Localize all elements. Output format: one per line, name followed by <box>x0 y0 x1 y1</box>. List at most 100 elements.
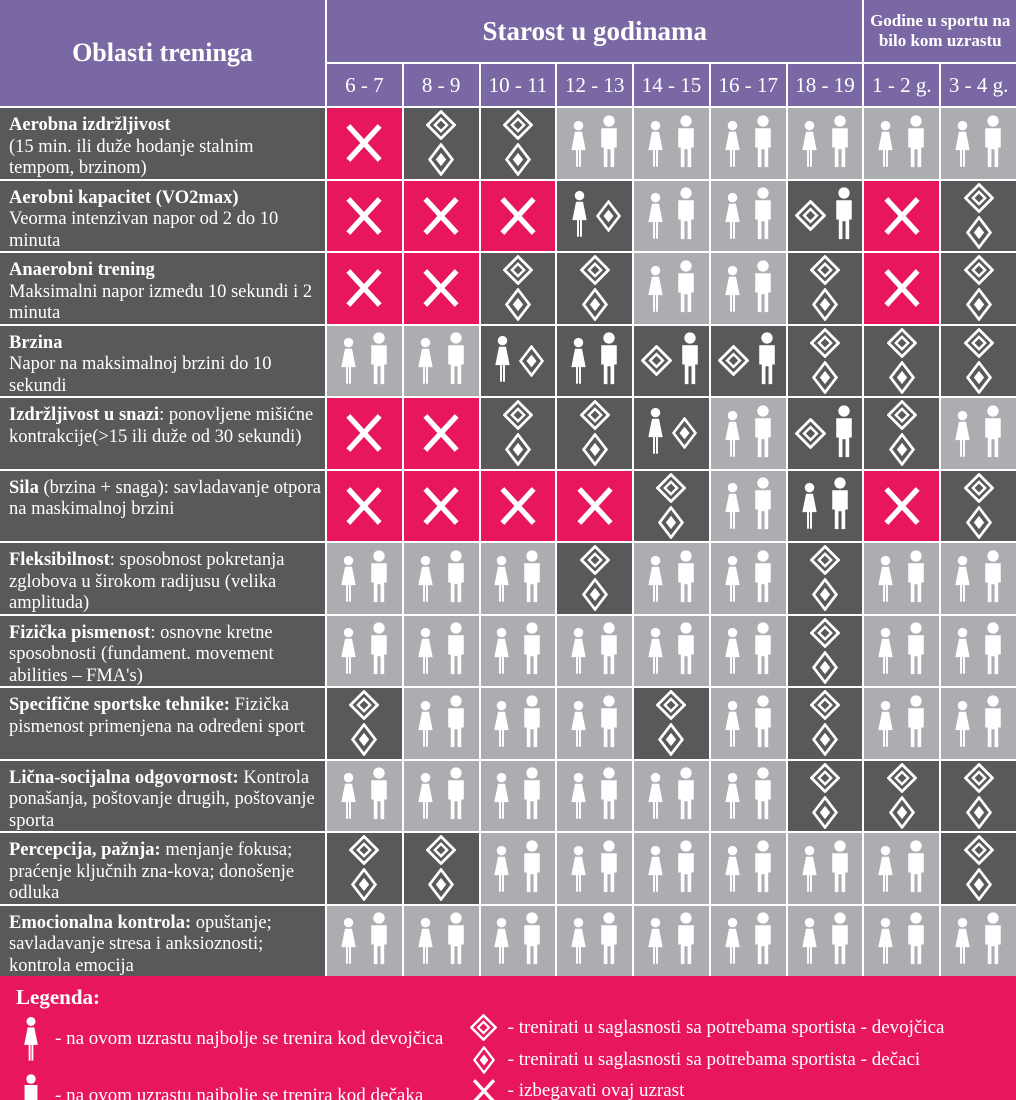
legend-item-text: - izbegavati ovaj uzrast <box>507 1080 685 1100</box>
girl-diamond-icon <box>810 545 841 576</box>
x-icon <box>422 486 460 525</box>
male-icon <box>674 550 698 603</box>
matrix-cell <box>557 398 633 469</box>
matrix-cell <box>710 108 786 179</box>
x-icon <box>883 486 921 525</box>
matrix-cell <box>864 833 940 904</box>
female-icon <box>645 845 666 893</box>
female-icon <box>645 555 666 603</box>
boy-diamond-icon <box>351 868 378 902</box>
x-icon <box>499 486 537 525</box>
matrix-cell <box>327 398 402 469</box>
male-icon <box>751 695 775 748</box>
male-icon <box>904 550 928 603</box>
matrix-cell <box>557 905 633 976</box>
female-icon <box>415 627 436 675</box>
male-icon <box>981 405 1005 458</box>
matrix-cell <box>634 108 709 179</box>
girl-diamond-icon <box>794 200 826 232</box>
x-icon <box>883 196 921 235</box>
matrix-cell <box>557 688 633 759</box>
female-icon <box>799 845 820 893</box>
matrix-cell <box>941 108 1016 179</box>
female-icon <box>645 265 666 313</box>
matrix-cell <box>634 760 709 831</box>
row-title: Aerobni kapacitet (VO2max) <box>9 187 239 208</box>
male-icon <box>751 840 775 893</box>
row-title: Lična-socijalna odgovornost: <box>9 767 239 788</box>
matrix-cell <box>787 398 863 469</box>
female-icon <box>799 120 820 168</box>
matrix-cell <box>327 470 402 541</box>
row-title: Percepcija, pažnja: <box>9 840 161 860</box>
row-title: Emocionalna kontrola: <box>9 912 192 933</box>
female-icon <box>568 845 589 893</box>
legend-item: - na ovom uzrastu najbolje se trenira ko… <box>16 1016 469 1062</box>
girl-diamond-icon <box>656 690 687 721</box>
row-label: Brzina Napor na maksimalnoj brzini do 10 … <box>0 325 325 396</box>
boy-diamond-icon <box>595 199 621 232</box>
matrix-cell <box>480 253 556 324</box>
row-description: Napor na maksimalnoj brzini do 10 sekund… <box>9 354 272 396</box>
female-icon <box>875 120 896 168</box>
female-icon <box>875 845 896 893</box>
matrix-cell <box>403 688 479 759</box>
boy-diamond-icon <box>428 143 455 177</box>
row-label: Percepcija, pažnja: menjanje fokusa; pra… <box>0 833 325 904</box>
male-icon <box>520 767 544 820</box>
girl-diamond-icon <box>810 327 841 358</box>
male-icon <box>597 767 621 820</box>
boy-diamond-icon <box>965 505 992 539</box>
girl-diamond-icon <box>963 182 994 213</box>
matrix-cell <box>941 688 1016 759</box>
matrix-cell <box>941 905 1016 976</box>
female-icon <box>952 555 973 603</box>
male-icon <box>674 767 698 820</box>
x-icon <box>883 269 921 308</box>
matrix-cell <box>634 615 709 686</box>
age-column-header: 10 - 11 <box>480 64 556 106</box>
row-description: menjanje fokusa; praćenje ključnih zna-k… <box>9 840 295 904</box>
row-title: Anaerobni trening <box>9 260 155 280</box>
matrix-cell <box>710 905 786 976</box>
male-icon <box>674 187 698 240</box>
boy-diamond-icon <box>428 868 455 902</box>
row-title: Fleksibilnost <box>9 550 110 570</box>
boy-diamond-icon <box>504 433 531 467</box>
matrix-cell <box>864 253 940 324</box>
matrix-cell <box>403 615 479 686</box>
male-icon <box>520 840 544 893</box>
row-label: Aerobni kapacitet (VO2max) Veorma intenzi… <box>0 180 325 251</box>
female-icon <box>722 845 743 893</box>
male-icon <box>828 912 852 965</box>
female-icon <box>952 627 973 675</box>
row-title: Sila <box>9 477 39 498</box>
matrix-cell <box>941 615 1016 686</box>
x-icon <box>469 1079 499 1100</box>
girl-diamond-icon <box>349 835 380 866</box>
male-icon <box>597 695 621 748</box>
female-icon <box>875 555 896 603</box>
matrix-cell <box>403 108 479 179</box>
matrix-cell <box>864 543 940 614</box>
matrix-cell <box>557 470 633 541</box>
matrix-cell <box>941 398 1016 469</box>
age-column-header: 3 - 4 g. <box>941 64 1016 106</box>
boy-diamond-icon <box>965 868 992 902</box>
matrix-cell <box>787 253 863 324</box>
male-icon <box>981 550 1005 603</box>
male-icon <box>751 405 775 458</box>
matrix-cell <box>480 760 556 831</box>
x-icon <box>422 269 460 308</box>
matrix-cell <box>941 180 1016 251</box>
female-icon <box>722 192 743 240</box>
matrix-cell <box>634 398 709 469</box>
matrix-cell <box>864 905 940 976</box>
legend-item-text: - trenirati u saglasnosti sa potrebama s… <box>507 1016 945 1038</box>
male-icon <box>597 115 621 168</box>
matrix-cell <box>403 905 479 976</box>
matrix-cell <box>403 543 479 614</box>
x-icon <box>499 196 537 235</box>
matrix-cell <box>787 325 863 396</box>
